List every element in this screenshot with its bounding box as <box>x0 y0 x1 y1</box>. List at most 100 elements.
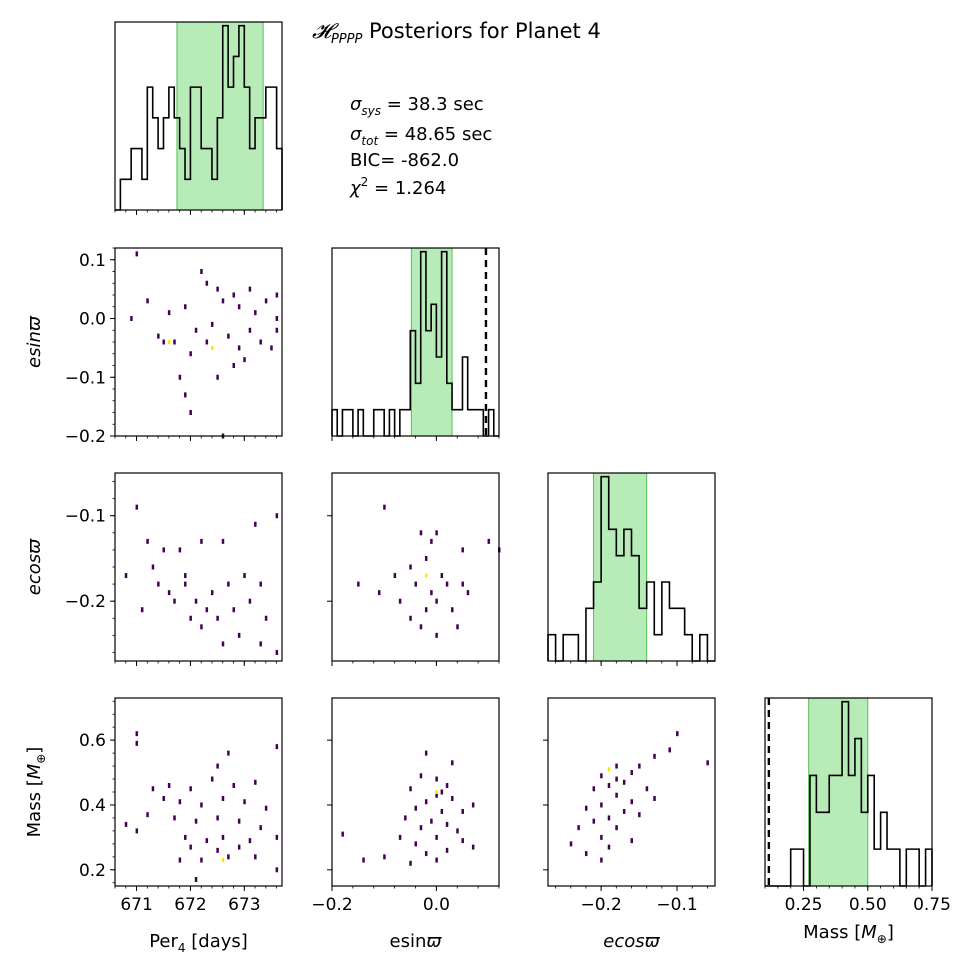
scatter-point <box>221 834 225 840</box>
scatter-point <box>216 815 219 821</box>
x-tick-label: −0.2 <box>311 895 352 915</box>
scatter-point <box>151 786 155 792</box>
scatter-point <box>259 641 262 647</box>
scatter-point <box>424 799 428 805</box>
scatter-point <box>200 538 203 544</box>
scatter-point-dense <box>607 767 611 772</box>
panel-per-ecos: −0.2 −0.1 <box>65 472 283 666</box>
x-axis-label-mass: Mass [M⊕] <box>803 922 894 946</box>
scatter-point <box>445 783 449 789</box>
scatter-point <box>248 286 252 292</box>
scatter-point <box>157 333 160 339</box>
scatter-point <box>630 770 633 776</box>
scatter-point <box>435 632 438 638</box>
scatter-point <box>461 808 464 814</box>
scatter-point <box>254 310 257 316</box>
scatter-point <box>248 598 252 604</box>
panel-frame <box>114 472 283 662</box>
histogram-step <box>331 250 499 437</box>
scatter-point <box>435 530 438 536</box>
scatter-point <box>487 538 491 544</box>
scatter-point <box>275 327 279 333</box>
scatter-point <box>419 773 423 779</box>
scatter-point <box>227 333 230 339</box>
panel-per-mass: 0.2 0.4 0.6 671 672 673 <box>79 697 283 915</box>
y-tick-label: 0.2 <box>79 861 106 881</box>
scatter-point <box>264 805 268 811</box>
y-axis-label-ecos: ecosϖ <box>24 538 45 595</box>
scatter-point <box>135 740 139 746</box>
histogram-step <box>765 700 933 887</box>
scatter-point <box>676 731 679 737</box>
scatter-point <box>135 504 139 510</box>
scatter-point <box>232 292 236 298</box>
stat-chi2: χ2 = 1.264 <box>349 175 446 199</box>
credible-band <box>808 697 869 887</box>
x-tick-label: 0.50 <box>849 895 887 915</box>
scatter-point <box>653 753 656 759</box>
credible-band <box>410 247 453 437</box>
scatter-point <box>162 339 165 345</box>
panel-per-esin: −0.2 −0.1 0.0 0.1 <box>65 247 283 447</box>
scatter-point <box>600 857 603 863</box>
scatter-point <box>237 304 241 310</box>
panel-frame <box>114 697 283 887</box>
x-tick-label: −0.1 <box>656 895 697 915</box>
scatter-point <box>167 783 171 789</box>
scatter-point <box>275 834 279 840</box>
scatter-point <box>189 615 192 621</box>
scatter-point <box>227 750 230 756</box>
scatter-point <box>124 573 128 579</box>
scatter-point <box>275 867 279 873</box>
scatter-point <box>607 783 611 789</box>
scatter-point <box>600 802 603 808</box>
scatter-point <box>615 763 618 769</box>
scatter-point <box>162 795 165 801</box>
scatter-point <box>398 834 402 840</box>
scatter-point-dense <box>424 573 428 578</box>
scatter-point <box>600 773 603 779</box>
scatter-point <box>409 860 412 866</box>
scatter-point <box>357 581 360 587</box>
scatter-point <box>210 776 214 782</box>
scatter-point <box>275 744 279 750</box>
scatter-point <box>259 825 262 831</box>
scatter-point <box>184 392 187 398</box>
scatter-point <box>638 763 641 769</box>
scatter-point <box>377 590 381 596</box>
panels: −0.2 −0.1 0.0 0.1 −0.2 −0.1 0.2 0.4 0.6 671 672 673… <box>24 21 951 955</box>
scatter-point <box>706 760 709 766</box>
scatter-point <box>419 530 423 536</box>
x-tick-label: −0.2 <box>580 895 621 915</box>
y-axis-label-esin: esinϖ <box>24 315 45 368</box>
x-axis-label-ecos: ecosϖ <box>603 931 660 952</box>
scatter-point <box>456 828 459 834</box>
scatter-point <box>275 649 279 655</box>
panel-per-per <box>114 21 283 215</box>
scatter-point <box>237 818 241 824</box>
scatter-point <box>135 731 139 737</box>
scatter-point <box>189 786 192 792</box>
scatter-point <box>430 818 433 824</box>
scatter-point <box>243 573 246 579</box>
panel-mass-mass: 0.25 0.50 0.75 <box>764 697 951 915</box>
scatter-point <box>383 504 386 510</box>
scatter-point <box>414 581 417 587</box>
stats-block: σsys = 38.3 sec σtot = 48.65 sec BIC= -8… <box>349 94 492 199</box>
scatter-point <box>414 841 417 847</box>
y-tick-label: −0.1 <box>65 507 106 527</box>
scatter-point-dense <box>221 858 225 863</box>
scatter-point <box>435 792 438 798</box>
scatter-point <box>146 298 149 304</box>
scatter-point <box>194 818 198 824</box>
stat-sigma-sys: σsys = 38.3 sec <box>350 94 484 118</box>
scatter-point <box>248 838 252 844</box>
scatter-point <box>227 854 230 860</box>
x-tick-label: 0.75 <box>913 895 951 915</box>
scatter-point <box>173 339 176 345</box>
scatter-point <box>135 251 139 257</box>
scatter-point <box>424 607 428 613</box>
scatter-point <box>440 573 444 579</box>
scatter-point-dense <box>167 340 171 344</box>
